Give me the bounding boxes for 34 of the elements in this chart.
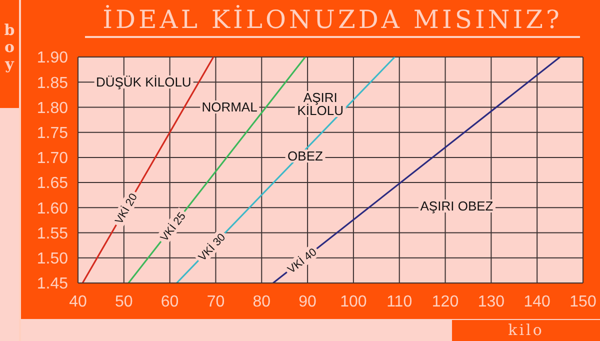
- text: VKİ 25: [158, 210, 188, 244]
- y-tick-label: 1.60: [36, 200, 68, 218]
- y-tick-label: 1.75: [36, 125, 68, 142]
- text: VKİ 40: [285, 245, 320, 276]
- x-tick-label: 40: [69, 293, 87, 310]
- y-tick-label: 1.80: [36, 100, 68, 117]
- y-tick-label: 1.50: [36, 250, 68, 268]
- y-tick-label: 1.85: [36, 74, 68, 92]
- annotation: DÜŞÜK KİLOLU: [94, 74, 194, 90]
- text: VKİ 20: [112, 191, 140, 226]
- y-tick-label: 1.70: [36, 150, 68, 168]
- annotation: NORMAL: [200, 99, 260, 114]
- x-tick-label: 80: [252, 293, 271, 310]
- x-tick-label: 110: [386, 293, 412, 310]
- annotation: OBEZ: [286, 148, 325, 164]
- annotation: AŞIRI KİLOLU: [295, 90, 346, 118]
- chart-title: İDEAL KİLONUZDA MISINIZ?: [85, 4, 580, 38]
- x-tick-label: 140: [524, 293, 551, 310]
- y-axis-title: boy: [3, 21, 16, 73]
- y-tick-label: 1.55: [36, 225, 68, 242]
- y-tick-label: 1.90: [36, 50, 68, 67]
- x-tick-label: 50: [115, 293, 133, 310]
- annotation: AŞIRI OBEZ: [418, 198, 496, 214]
- x-tick-label: 70: [206, 293, 225, 310]
- y-tick-label: 1.45: [36, 276, 68, 293]
- x-tick-label: 150: [570, 293, 596, 310]
- x-tick-label: 90: [298, 293, 317, 310]
- text: VKİ 30: [196, 230, 228, 264]
- x-tick-label: 130: [478, 293, 505, 310]
- x-tick-label: 100: [340, 293, 367, 310]
- x-tick-label: 120: [432, 293, 459, 310]
- x-tick-label: 60: [160, 293, 179, 310]
- x-axis-title: kilo: [452, 320, 600, 341]
- y-tick-label: 1.65: [36, 175, 68, 192]
